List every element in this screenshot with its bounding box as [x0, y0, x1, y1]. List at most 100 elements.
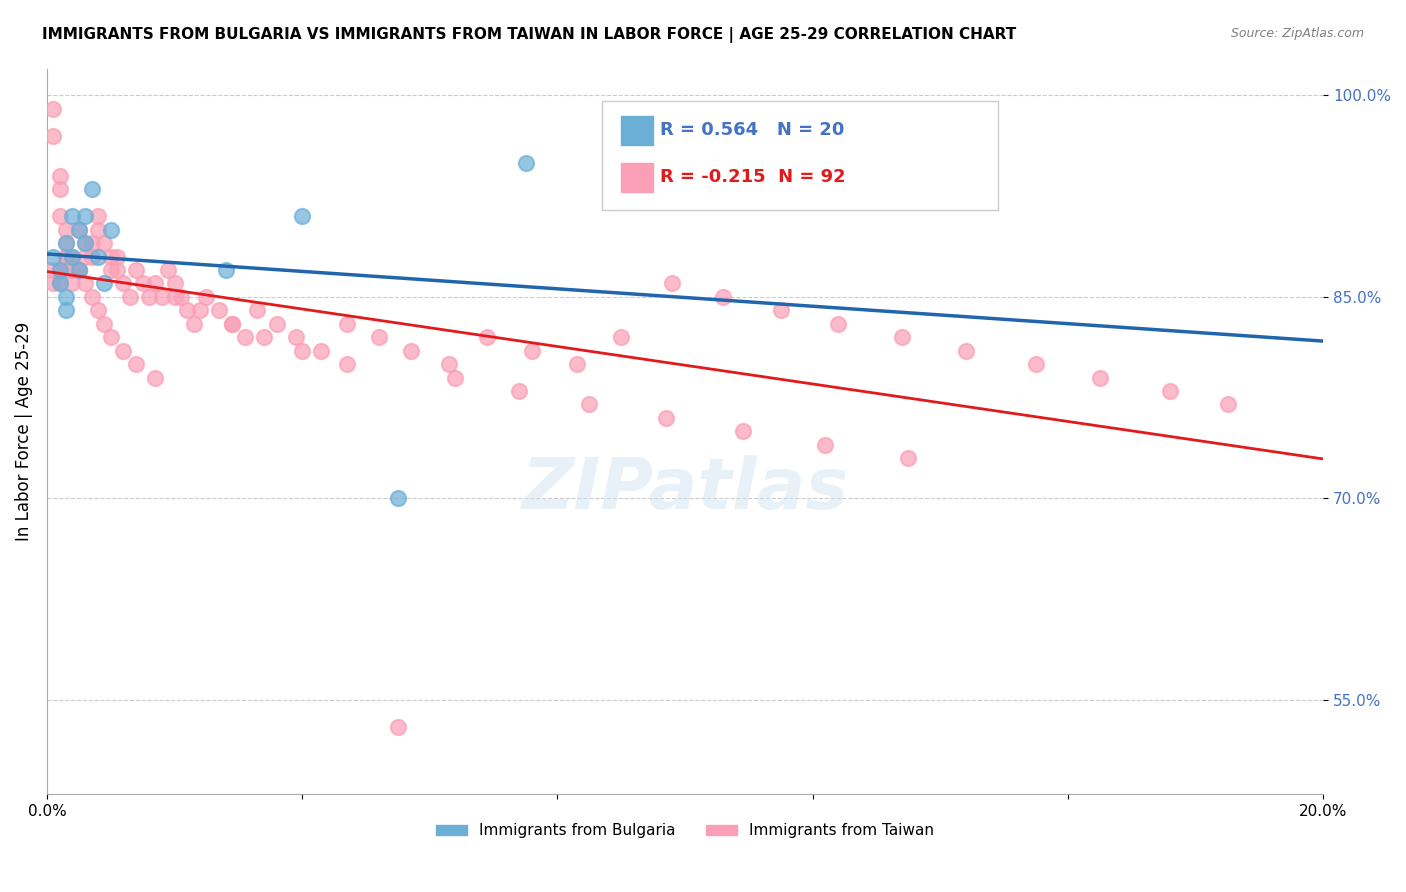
Point — [131, 277, 153, 291]
Point — [125, 357, 148, 371]
Point — [565, 357, 588, 371]
Point — [311, 343, 333, 358]
Point — [75, 277, 97, 291]
Point — [214, 263, 236, 277]
Point — [520, 343, 543, 358]
Point — [891, 330, 914, 344]
Point — [955, 343, 977, 358]
Point — [515, 155, 537, 169]
Point — [444, 370, 467, 384]
Point — [1088, 370, 1111, 384]
Point — [112, 277, 135, 291]
Text: R = 0.564   N = 20: R = 0.564 N = 20 — [659, 121, 844, 139]
Text: R = -0.215  N = 92: R = -0.215 N = 92 — [659, 169, 845, 186]
Point — [42, 277, 65, 291]
Point — [246, 303, 269, 318]
Point — [176, 303, 198, 318]
Point — [48, 277, 70, 291]
Point — [62, 263, 84, 277]
Point — [42, 128, 65, 143]
Point — [105, 250, 128, 264]
Point — [100, 250, 122, 264]
Point — [67, 223, 90, 237]
Y-axis label: In Labor Force | Age 25-29: In Labor Force | Age 25-29 — [15, 322, 32, 541]
Point — [195, 290, 218, 304]
Point — [55, 303, 77, 318]
Point — [655, 410, 678, 425]
Point — [477, 330, 499, 344]
Point — [769, 303, 792, 318]
Point — [291, 209, 314, 223]
Point — [1025, 357, 1047, 371]
Point — [48, 182, 70, 196]
Point — [221, 317, 243, 331]
Point — [42, 263, 65, 277]
Point — [138, 290, 160, 304]
Point — [1159, 384, 1181, 398]
Point — [125, 263, 148, 277]
Point — [150, 290, 173, 304]
Point — [266, 317, 288, 331]
Point — [100, 263, 122, 277]
Point — [80, 250, 103, 264]
Point — [75, 209, 97, 223]
Point — [610, 330, 633, 344]
Point — [437, 357, 460, 371]
Point — [145, 370, 167, 384]
Point — [48, 263, 70, 277]
Point — [42, 102, 65, 116]
Point — [93, 317, 115, 331]
Bar — [621, 163, 654, 192]
Text: IMMIGRANTS FROM BULGARIA VS IMMIGRANTS FROM TAIWAN IN LABOR FORCE | AGE 25-29 CO: IMMIGRANTS FROM BULGARIA VS IMMIGRANTS F… — [42, 27, 1017, 43]
Point — [221, 317, 243, 331]
Point — [62, 209, 84, 223]
Text: ZIPatlas: ZIPatlas — [522, 455, 849, 524]
Point — [100, 223, 122, 237]
Point — [399, 343, 422, 358]
Point — [87, 303, 110, 318]
Point — [233, 330, 256, 344]
Point — [42, 250, 65, 264]
Point — [48, 263, 70, 277]
Point — [157, 263, 180, 277]
Point — [387, 720, 409, 734]
Point — [188, 303, 211, 318]
Point — [508, 384, 530, 398]
Point — [284, 330, 307, 344]
Point — [55, 250, 77, 264]
Point — [80, 290, 103, 304]
Point — [75, 250, 97, 264]
Point — [253, 330, 276, 344]
Point — [711, 290, 734, 304]
Point — [93, 277, 115, 291]
Point — [67, 223, 90, 237]
Point — [75, 236, 97, 251]
Point — [578, 397, 600, 411]
Point — [67, 263, 90, 277]
Point — [291, 343, 314, 358]
Point — [336, 317, 359, 331]
Point — [62, 250, 84, 264]
Point — [55, 223, 77, 237]
Point — [55, 236, 77, 251]
Point — [105, 263, 128, 277]
Point — [897, 451, 920, 466]
Point — [55, 263, 77, 277]
Point — [55, 290, 77, 304]
Point — [661, 277, 683, 291]
Point — [55, 236, 77, 251]
Point — [163, 290, 186, 304]
Point — [80, 236, 103, 251]
Point — [67, 263, 90, 277]
Point — [87, 250, 110, 264]
Point — [93, 236, 115, 251]
Point — [336, 357, 359, 371]
FancyBboxPatch shape — [602, 101, 998, 210]
Point — [80, 182, 103, 196]
Point — [62, 250, 84, 264]
Point — [100, 330, 122, 344]
Point — [75, 236, 97, 251]
Point — [387, 491, 409, 506]
Point — [48, 209, 70, 223]
Text: Source: ZipAtlas.com: Source: ZipAtlas.com — [1230, 27, 1364, 40]
